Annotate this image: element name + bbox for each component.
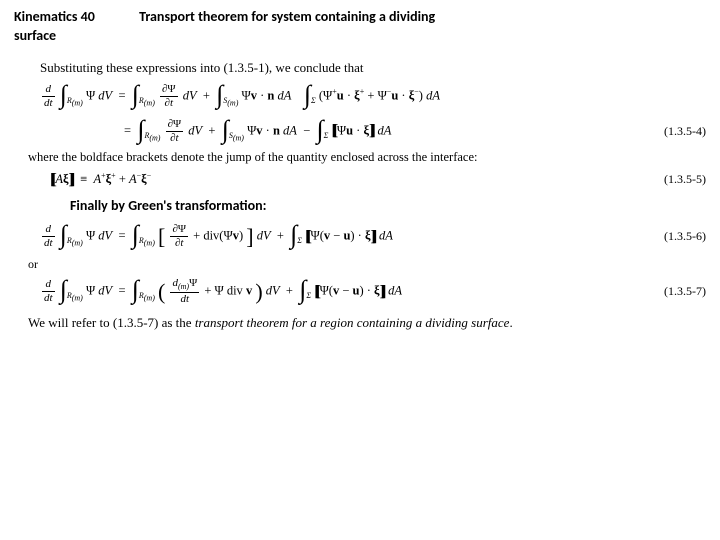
eq3-number: (1.3.5-6) xyxy=(658,229,706,244)
or-text: or xyxy=(28,257,706,272)
equation-4: ddt ∫R(m) Ψ dV = ∫R(m) ( d(m)Ψdt + Ψ div… xyxy=(40,278,706,305)
eq1-number: (1.3.5-4) xyxy=(658,124,706,139)
header-line2: surface xyxy=(14,27,56,44)
where-text: where the boldface brackets denote the j… xyxy=(28,150,706,165)
final-italic: transport theorem for a region containin… xyxy=(195,315,510,330)
eq1-line1-math: ddt ∫R(m) Ψ dV = ∫R(m) ∂Ψ∂t dV + ∫S(m) Ψ… xyxy=(40,84,697,109)
equation-2: [Aξ] ≡ A+ξ+ + A−ξ− (1.3.5-5) xyxy=(50,171,706,187)
eq2-math: [Aξ] ≡ A+ξ+ + A−ξ− xyxy=(50,171,658,187)
final-text: We will refer to (1.3.5-7) as the transp… xyxy=(28,315,706,331)
header-right: Transport theorem for system containing … xyxy=(139,8,435,25)
final-pre: We will refer to (1.3.5-7) as the xyxy=(28,315,195,330)
equation-3: ddt ∫R(m) Ψ dV = ∫R(m) [ ∂Ψ∂t + div(Ψv) … xyxy=(40,224,706,249)
eq1-number-blank xyxy=(697,89,706,104)
equation-1-line2: = ∫R(m) ∂Ψ∂t dV + ∫S(m) Ψv · n dA − ∫Σ [… xyxy=(124,119,706,144)
eq3-math: ddt ∫R(m) Ψ dV = ∫R(m) [ ∂Ψ∂t + div(Ψv) … xyxy=(40,224,658,249)
equation-1-line1: ddt ∫R(m) Ψ dV = ∫R(m) ∂Ψ∂t dV + ∫S(m) Ψ… xyxy=(40,84,706,109)
page-header: Kinematics 40 Transport theorem for syst… xyxy=(14,8,706,46)
greens-text: Finally by Green's transformation: xyxy=(70,197,706,214)
eq1-line2-math: = ∫R(m) ∂Ψ∂t dV + ∫S(m) Ψv · n dA − ∫Σ [… xyxy=(124,119,658,144)
intro-text: Substituting these expressions into (1.3… xyxy=(40,60,706,76)
eq2-number: (1.3.5-5) xyxy=(658,172,706,187)
final-post: . xyxy=(509,315,512,330)
eq4-math: ddt ∫R(m) Ψ dV = ∫R(m) ( d(m)Ψdt + Ψ div… xyxy=(40,278,658,305)
header-left: Kinematics 40 xyxy=(14,8,95,25)
eq4-number: (1.3.5-7) xyxy=(658,284,706,299)
